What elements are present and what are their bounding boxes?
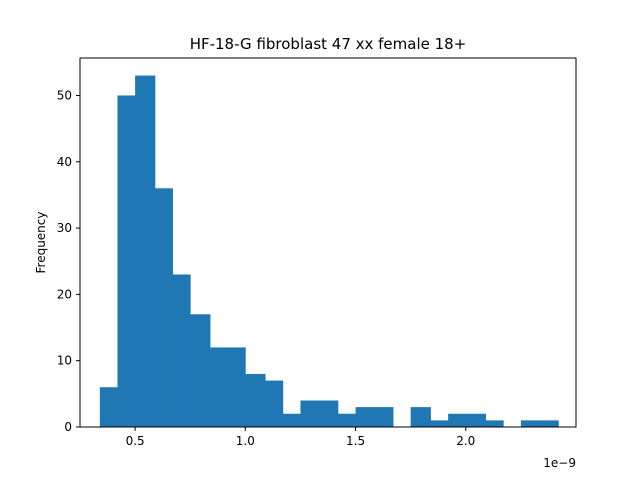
histogram-bar bbox=[410, 407, 431, 427]
y-tick-label: 40 bbox=[57, 155, 72, 169]
y-tick-label: 10 bbox=[57, 354, 72, 368]
histogram-bar bbox=[265, 380, 284, 427]
histogram-bar bbox=[485, 420, 504, 427]
histogram-bar bbox=[117, 95, 136, 428]
histogram-bar bbox=[355, 407, 394, 427]
y-tick-label: 50 bbox=[57, 88, 72, 102]
histogram-bar bbox=[430, 420, 449, 427]
y-tick-label: 30 bbox=[57, 221, 72, 235]
x-tick-label: 1.5 bbox=[346, 434, 365, 448]
x-axis-ticks: 0.5 1.0 1.5 2.0 bbox=[126, 427, 475, 448]
histogram-bar bbox=[135, 75, 156, 427]
y-tick-label: 20 bbox=[57, 287, 72, 301]
x-tick-label: 1.0 bbox=[236, 434, 255, 448]
plot-area-frame bbox=[79, 57, 577, 428]
histogram-bar bbox=[172, 274, 191, 427]
histogram-bar bbox=[337, 413, 356, 427]
histogram-bar bbox=[520, 420, 559, 427]
histogram-bar bbox=[210, 347, 246, 427]
histogram-bar bbox=[245, 373, 266, 427]
histogram-bar bbox=[190, 314, 211, 427]
histogram-bar bbox=[99, 387, 118, 427]
histogram-bar bbox=[154, 188, 173, 427]
histogram-bars bbox=[99, 75, 559, 428]
y-tick-label: 0 bbox=[64, 420, 72, 434]
x-axis-offset-label: 1e−9 bbox=[543, 456, 576, 470]
y-axis-ticks: 0 10 20 30 40 50 bbox=[57, 88, 80, 434]
histogram-bar bbox=[300, 400, 339, 427]
x-tick-label: 0.5 bbox=[126, 434, 145, 448]
x-tick-label: 2.0 bbox=[456, 434, 475, 448]
histogram-bar bbox=[282, 413, 301, 427]
histogram-bar bbox=[448, 413, 487, 427]
y-axis-label: Frequency bbox=[34, 212, 48, 274]
chart-title: HF-18-G fibroblast 47 xx female 18+ bbox=[190, 35, 467, 53]
